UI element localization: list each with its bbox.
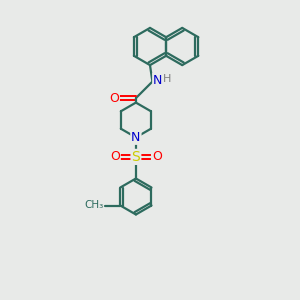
Text: N: N — [131, 131, 141, 144]
Text: N: N — [153, 74, 163, 87]
Text: H: H — [163, 74, 172, 84]
Text: S: S — [131, 150, 140, 164]
Text: O: O — [152, 150, 162, 164]
Text: O: O — [110, 150, 120, 164]
Text: CH₃: CH₃ — [84, 200, 103, 210]
Text: O: O — [109, 92, 119, 105]
